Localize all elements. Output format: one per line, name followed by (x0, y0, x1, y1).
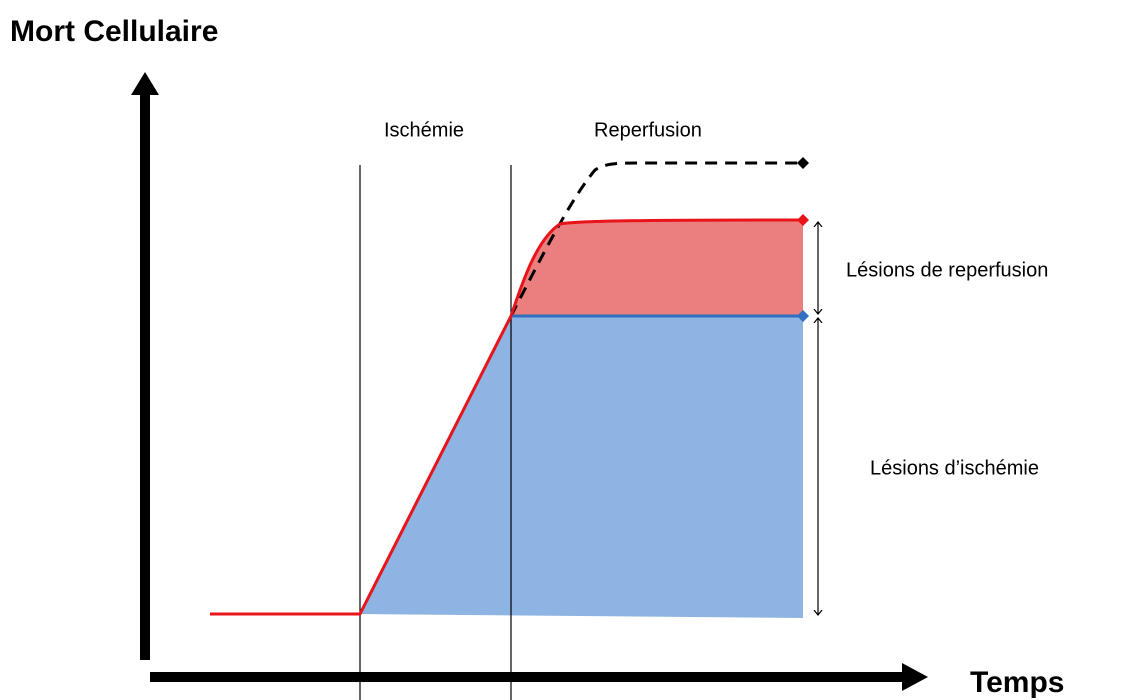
y-axis-label: Mort Cellulaire (10, 15, 218, 48)
red-curve (210, 218, 804, 616)
reperfusion-area (511, 220, 803, 316)
phase-label: Ischémie (384, 119, 464, 141)
x-axis-arrowhead (902, 663, 928, 691)
annotation: Lésions de reperfusion (846, 259, 1048, 281)
ischemia-area (360, 316, 803, 618)
y-axis (140, 92, 150, 660)
red-end-marker (797, 214, 809, 226)
ischemia-end-marker (797, 310, 809, 322)
dashed-curve (509, 161, 803, 317)
y-axis-arrowhead (131, 72, 159, 95)
phase-label: Reperfusion (594, 119, 702, 141)
x-axis (150, 672, 905, 682)
x-axis-label: Temps (970, 666, 1064, 699)
annotation: Lésions d’ischémie (870, 457, 1039, 479)
dashed-end-marker (797, 157, 809, 169)
